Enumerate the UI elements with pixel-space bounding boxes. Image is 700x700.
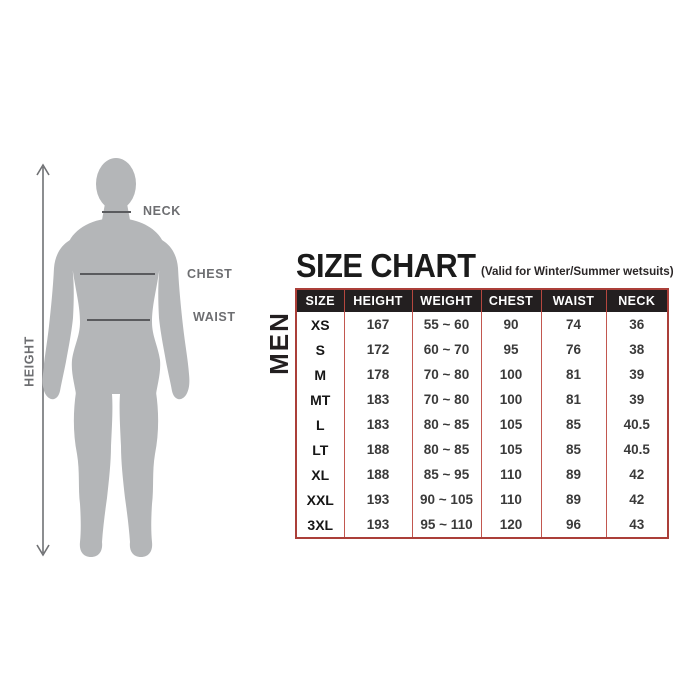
table-row-xxl: XXL 193 90 ~ 105 110 89 42 bbox=[296, 487, 668, 512]
value-cell: 183 bbox=[343, 412, 412, 437]
column-header-weight: WEIGHT bbox=[411, 289, 481, 312]
men-group-label: MEN bbox=[264, 311, 294, 375]
value-cell: 40.5 bbox=[605, 412, 668, 437]
value-cell: 188 bbox=[343, 462, 412, 487]
height-label: HEIGHT bbox=[22, 336, 37, 387]
column-header-chest: CHEST bbox=[480, 289, 541, 312]
table-body: XS 167 55 ~ 60 90 74 36 S 172 60 ~ 70 95 76 38 M 178 7… bbox=[296, 312, 668, 538]
value-cell: 70 ~ 80 bbox=[411, 387, 481, 412]
value-cell: 43 bbox=[605, 512, 668, 538]
column-header-size: SIZE bbox=[296, 289, 344, 312]
size-cell: XS bbox=[310, 316, 330, 333]
value-cell: 110 bbox=[480, 462, 541, 487]
height-arrow-icon bbox=[36, 163, 50, 557]
value-cell: 36 bbox=[605, 312, 668, 337]
value-cell: 120 bbox=[480, 512, 541, 538]
value-cell: 172 bbox=[343, 337, 412, 362]
size-cell: MT bbox=[310, 391, 331, 408]
table-row-lt: LT 188 80 ~ 85 105 85 40.5 bbox=[296, 437, 668, 462]
value-cell: 81 bbox=[540, 387, 606, 412]
value-cell: 193 bbox=[343, 512, 412, 538]
value-cell: 188 bbox=[343, 437, 412, 462]
value-cell: 90 ~ 105 bbox=[411, 487, 481, 512]
table-row-s: S 172 60 ~ 70 95 76 38 bbox=[296, 337, 668, 362]
body-measurement-diagram bbox=[36, 158, 190, 557]
value-cell: 55 ~ 60 bbox=[411, 312, 481, 337]
size-cell: XXL bbox=[306, 491, 334, 508]
size-cell: S bbox=[315, 341, 325, 358]
neck-label: NECK bbox=[143, 204, 181, 218]
value-cell: 100 bbox=[480, 387, 541, 412]
table-row-l: L 183 80 ~ 85 105 85 40.5 bbox=[296, 412, 668, 437]
table-row-xs: XS 167 55 ~ 60 90 74 36 bbox=[296, 312, 668, 337]
column-header-neck: NECK bbox=[605, 289, 668, 312]
value-cell: 183 bbox=[343, 387, 412, 412]
value-cell: 80 ~ 85 bbox=[411, 412, 481, 437]
table-row-3xl: 3XL 193 95 ~ 110 120 96 43 bbox=[296, 512, 668, 538]
page-title: SIZE CHART bbox=[296, 247, 476, 284]
value-cell: 40.5 bbox=[605, 437, 668, 462]
size-cell: LT bbox=[312, 441, 329, 458]
human-silhouette-icon bbox=[42, 158, 190, 557]
value-cell: 193 bbox=[343, 487, 412, 512]
value-cell: 90 bbox=[480, 312, 541, 337]
value-cell: 167 bbox=[343, 312, 412, 337]
value-cell: 95 ~ 110 bbox=[411, 512, 481, 538]
value-cell: 42 bbox=[605, 487, 668, 512]
value-cell: 89 bbox=[540, 462, 606, 487]
value-cell: 39 bbox=[605, 362, 668, 387]
column-header-waist: WAIST bbox=[540, 289, 606, 312]
value-cell: 96 bbox=[540, 512, 606, 538]
value-cell: 100 bbox=[480, 362, 541, 387]
waist-label: WAIST bbox=[193, 310, 236, 324]
value-cell: 80 ~ 85 bbox=[411, 437, 481, 462]
value-cell: 39 bbox=[605, 387, 668, 412]
size-table: SIZE HEIGHT WEIGHT CHEST WAIST NECK XS 167 55 ~… bbox=[295, 288, 669, 539]
value-cell: 42 bbox=[605, 462, 668, 487]
table-row-xl: XL 188 85 ~ 95 110 89 42 bbox=[296, 462, 668, 487]
page-subtitle: (Valid for Winter/Summer wetsuits) bbox=[481, 264, 674, 278]
value-cell: 105 bbox=[480, 412, 541, 437]
chest-label: CHEST bbox=[187, 267, 233, 281]
size-cell: L bbox=[315, 416, 325, 433]
value-cell: 85 ~ 95 bbox=[411, 462, 481, 487]
value-cell: 85 bbox=[540, 437, 606, 462]
size-cell: XL bbox=[311, 466, 330, 483]
value-cell: 178 bbox=[343, 362, 412, 387]
value-cell: 95 bbox=[480, 337, 541, 362]
value-cell: 81 bbox=[540, 362, 606, 387]
table-row-mt: MT 183 70 ~ 80 100 81 39 bbox=[296, 387, 668, 412]
value-cell: 70 ~ 80 bbox=[411, 362, 481, 387]
value-cell: 85 bbox=[540, 412, 606, 437]
column-header-height: HEIGHT bbox=[343, 289, 412, 312]
value-cell: 60 ~ 70 bbox=[411, 337, 481, 362]
size-cell: M bbox=[314, 366, 327, 383]
value-cell: 105 bbox=[480, 437, 541, 462]
table-header-row: SIZE HEIGHT WEIGHT CHEST WAIST NECK bbox=[296, 289, 668, 312]
table-row-m: M 178 70 ~ 80 100 81 39 bbox=[296, 362, 668, 387]
value-cell: 38 bbox=[605, 337, 668, 362]
value-cell: 74 bbox=[540, 312, 606, 337]
value-cell: 110 bbox=[480, 487, 541, 512]
value-cell: 76 bbox=[540, 337, 606, 362]
size-cell: 3XL bbox=[307, 516, 334, 533]
value-cell: 89 bbox=[540, 487, 606, 512]
